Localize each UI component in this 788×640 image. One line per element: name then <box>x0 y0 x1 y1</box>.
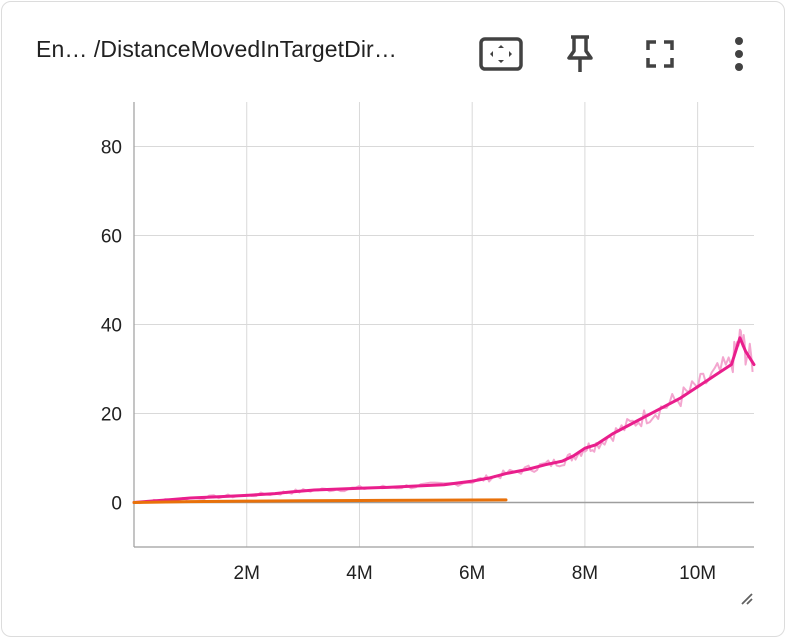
fullscreen-icon <box>646 40 674 68</box>
series-line <box>132 336 756 504</box>
chart-title: En… /DistanceMovedInTargetDir… <box>36 36 397 62</box>
x-tick-label: 2M <box>234 563 260 584</box>
more-menu-button[interactable] <box>715 30 763 78</box>
x-tick-label: 10M <box>679 563 716 584</box>
resize-handle-icon[interactable] <box>738 590 754 606</box>
y-tick-label: 0 <box>111 494 122 515</box>
pin-button[interactable] <box>556 30 604 78</box>
series-raw-line <box>133 328 754 505</box>
card-header: En… /DistanceMovedInTargetDir… <box>2 2 786 102</box>
fit-domain-icon <box>479 37 523 71</box>
more-vert-icon <box>735 37 743 71</box>
pin-icon <box>567 35 593 72</box>
y-tick-label: 20 <box>101 405 122 426</box>
y-tick-label: 80 <box>101 138 122 159</box>
fullscreen-button[interactable] <box>636 30 684 78</box>
y-tick-label: 40 <box>101 316 122 337</box>
x-tick-label: 8M <box>572 563 598 584</box>
x-tick-label: 4M <box>346 563 372 584</box>
y-tick-label: 60 <box>101 227 122 248</box>
series-line <box>132 498 508 504</box>
fit-domain-button[interactable] <box>477 30 525 78</box>
x-tick-label: 6M <box>459 563 485 584</box>
